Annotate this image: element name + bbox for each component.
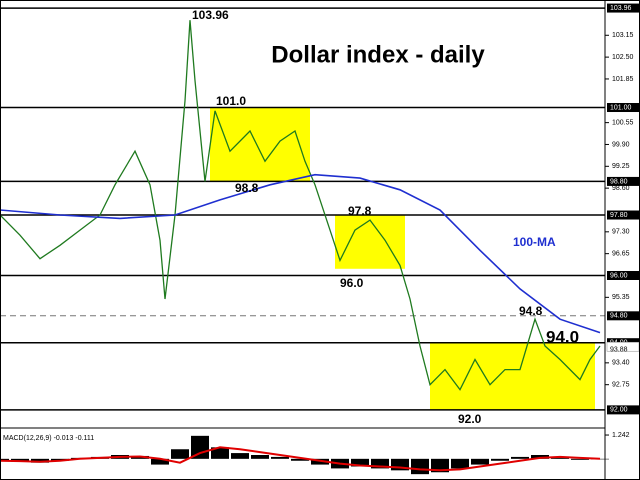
level-label: 96.00 [610,272,628,279]
chart-title: Dollar index - daily [271,41,485,68]
annotation: 96.0 [340,276,364,290]
macd-bar [271,456,289,459]
y-tick-label: 95.35 [612,294,630,301]
y-tick-label: 93.40 [612,360,630,367]
annotation: 103.96 [192,8,229,22]
y-tick-label: 97.30 [612,229,630,236]
series-label: 100-MA [513,235,556,249]
level-label: 97.80 [610,212,628,219]
y-tick-label: 99.90 [612,141,630,148]
y-tick-label: 98.60 [612,185,630,192]
macd-bar [251,455,269,459]
level-label-box [607,405,639,415]
indicator-label: MACD(12,26,9) -0.013 -0.111 [3,435,94,442]
y-tick-label: 101.85 [612,76,634,83]
moving-average-line [0,173,601,334]
annotation: 97.8 [348,204,372,218]
macd-bar [191,435,209,459]
level-label-box [607,3,639,13]
level-label: 98.80 [610,178,628,185]
level-label: 103.96 [610,5,632,12]
macd-bar [351,458,369,467]
macd-bar [451,458,469,469]
level-label: 94.80 [610,313,628,320]
macd-bar [491,458,509,461]
level-label: 92.00 [610,407,628,414]
macd-bar [171,449,189,459]
level-label-box [607,311,639,321]
zone [430,342,595,410]
annotation: 94.8 [519,304,543,318]
y-tick-label: 103.15 [612,32,634,39]
macd-bar [211,447,229,459]
zone [210,107,310,182]
macd-bar [0,458,9,461]
macd-bar [431,458,449,473]
macd-bar [511,456,529,459]
zone [335,215,405,269]
level-label: 101.00 [610,104,632,111]
price-line [0,20,601,391]
macd-bar [471,458,489,465]
last-price-label: 93.88 [610,347,628,354]
macd-bar [151,458,169,465]
macd-bar [571,458,589,460]
macd-bar [231,453,249,459]
macd-bar [591,458,609,460]
y-tick-label: 92.75 [612,382,630,389]
annotation: 94.0 [546,327,579,346]
macd-bar [391,458,409,471]
level-label-box [607,103,639,113]
level-label-box [607,270,639,280]
signal-line [0,446,601,472]
macd-bar [411,458,429,475]
y-tick-label: 99.25 [612,163,630,170]
y-tick-label: 100.55 [612,119,634,126]
level-label-box [607,176,639,186]
macd-bar [51,458,69,461]
annotation: 92.0 [458,412,482,426]
level-label-box [607,210,639,220]
y-tick-label: 1.242 [612,432,630,439]
y-tick-label: 96.65 [612,250,630,257]
annotation: 101.0 [216,94,246,108]
macd-bar [371,458,389,469]
annotation: 98.8 [235,181,259,195]
macd-bar [291,458,309,461]
y-tick-label: 102.50 [612,54,634,61]
